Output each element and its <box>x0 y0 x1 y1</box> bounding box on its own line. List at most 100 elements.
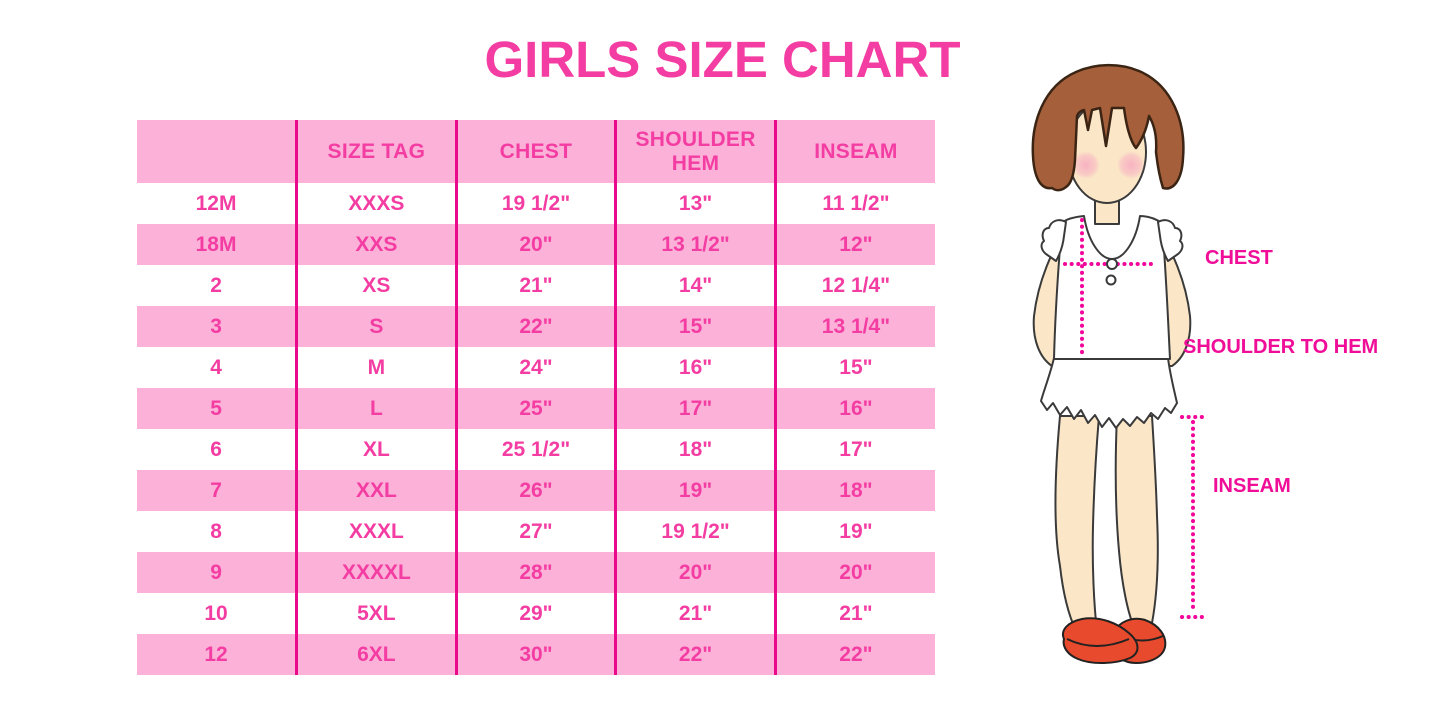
size-cell: 19" <box>773 511 935 552</box>
size-cell: 6 <box>210 437 222 461</box>
page-title: GIRLS SIZE CHART <box>484 31 961 88</box>
size-cell: 7 <box>210 478 222 502</box>
chest-label: CHEST <box>1205 247 1273 269</box>
top-button <box>1106 258 1118 270</box>
size-cell: XXXL <box>295 511 457 552</box>
girl-illustration <box>1031 63 1206 664</box>
right-leg <box>1114 415 1159 628</box>
hair <box>1031 63 1185 192</box>
size-cell: 10 <box>204 601 228 625</box>
size-cell: 20" <box>454 224 616 265</box>
table-row: 18M XXS 20" 13 1/2" 12" <box>137 224 935 265</box>
column-header-shoulder-hem: SHOULDER HEM <box>614 120 776 183</box>
size-cell: 12M <box>195 191 237 215</box>
right-shoulder-ruffle <box>1157 219 1184 262</box>
size-cell: 9 <box>210 560 222 584</box>
table-row: 6 XL 25 1/2" 18" 17" <box>137 429 935 470</box>
column-header-size-tag: SIZE TAG <box>295 120 457 183</box>
size-cell: 18M <box>195 232 237 256</box>
size-cell: 21" <box>454 265 616 306</box>
left-shoulder-ruffle <box>1040 219 1067 262</box>
size-cell: 16" <box>773 388 935 429</box>
size-cell: 18" <box>614 429 776 470</box>
column-header-blank <box>137 120 297 183</box>
table-row: 5 L 25" 17" 16" <box>137 388 935 429</box>
size-cell: 13" <box>614 183 776 224</box>
skirt <box>1040 357 1178 429</box>
size-cell: 25" <box>454 388 616 429</box>
size-cell: 13 1/4" <box>773 306 935 347</box>
size-cell: 3 <box>210 314 222 338</box>
bottom-button <box>1105 274 1117 286</box>
inseam-label: INSEAM <box>1213 475 1291 497</box>
table-row: 7 XXL 26" 19" 18" <box>137 470 935 511</box>
size-table-body: 12M XXXS 19 1/2" 13" 11 1/2" 18M XXS 20" 13 1/2"… <box>137 183 935 675</box>
size-cell: 11 1/2" <box>773 183 935 224</box>
size-cell: 15" <box>614 306 776 347</box>
size-cell: 24" <box>454 347 616 388</box>
size-cell: 12 <box>204 642 228 666</box>
table-row: 2 XS 21" 14" 12 1/4" <box>137 265 935 306</box>
size-cell: 13 1/2" <box>614 224 776 265</box>
size-cell: 21" <box>773 593 935 634</box>
size-cell: 25 1/2" <box>454 429 616 470</box>
size-cell: 4 <box>210 355 222 379</box>
size-cell: XS <box>295 265 457 306</box>
size-cell: 22" <box>773 634 935 675</box>
column-header-chest: CHEST <box>454 120 616 183</box>
left-shoe-strap <box>1066 638 1130 647</box>
size-cell: M <box>295 347 457 388</box>
size-cell: 2 <box>210 273 222 297</box>
size-cell: 22" <box>614 634 776 675</box>
size-cell: XXS <box>295 224 457 265</box>
size-cell: 22" <box>454 306 616 347</box>
size-cell: XXXXL <box>295 552 457 593</box>
size-cell: 17" <box>614 388 776 429</box>
size-cell: 19 1/2" <box>614 511 776 552</box>
size-cell: 17" <box>773 429 935 470</box>
size-cell: 19" <box>614 470 776 511</box>
size-cell: 29" <box>454 593 616 634</box>
column-header-inseam: INSEAM <box>773 120 935 183</box>
table-row: 12M XXXS 19 1/2" 13" 11 1/2" <box>137 183 935 224</box>
size-cell: 27" <box>454 511 616 552</box>
size-cell: 5 <box>210 396 222 420</box>
size-cell: 20" <box>614 552 776 593</box>
size-cell: 5XL <box>295 593 457 634</box>
table-row: 12 6XL 30" 22" 22" <box>137 634 935 675</box>
size-table-header: SIZE TAG CHEST SHOULDER HEM INSEAM <box>137 120 935 183</box>
size-cell: S <box>295 306 457 347</box>
size-cell: 14" <box>614 265 776 306</box>
size-cell: 15" <box>773 347 935 388</box>
size-cell: 30" <box>454 634 616 675</box>
size-cell: 26" <box>454 470 616 511</box>
size-cell: 21" <box>614 593 776 634</box>
table-row: 3 S 22" 15" 13 1/4" <box>137 306 935 347</box>
size-cell: XL <box>295 429 457 470</box>
left-cheek-blush <box>1072 151 1100 179</box>
size-cell: XXXS <box>295 183 457 224</box>
size-table: SIZE TAG CHEST SHOULDER HEM INSEAM 12M XXXS 1… <box>137 120 935 675</box>
table-row: 8 XXXL 27" 19 1/2" 19" <box>137 511 935 552</box>
size-cell: 16" <box>614 347 776 388</box>
left-leg <box>1054 415 1100 632</box>
table-row: 10 5XL 29" 21" 21" <box>137 593 935 634</box>
size-cell: 18" <box>773 470 935 511</box>
measurement-illustration: CHEST SHOULDER TO HEM INSEAM <box>1000 60 1445 723</box>
table-row: 9 XXXXL 28" 20" 20" <box>137 552 935 593</box>
shoulder-to-hem-label: SHOULDER TO HEM <box>1183 336 1379 358</box>
size-cell: 28" <box>454 552 616 593</box>
left-shoe <box>1062 617 1139 664</box>
size-cell: L <box>295 388 457 429</box>
size-cell: 12" <box>773 224 935 265</box>
right-cheek-blush <box>1117 151 1145 179</box>
size-cell: 12 1/4" <box>773 265 935 306</box>
size-cell: 19 1/2" <box>454 183 616 224</box>
size-cell: 6XL <box>295 634 457 675</box>
table-row: 4 M 24" 16" 15" <box>137 347 935 388</box>
size-cell: 20" <box>773 552 935 593</box>
size-cell: XXL <box>295 470 457 511</box>
top-bodice <box>1053 215 1171 360</box>
size-cell: 8 <box>210 519 222 543</box>
